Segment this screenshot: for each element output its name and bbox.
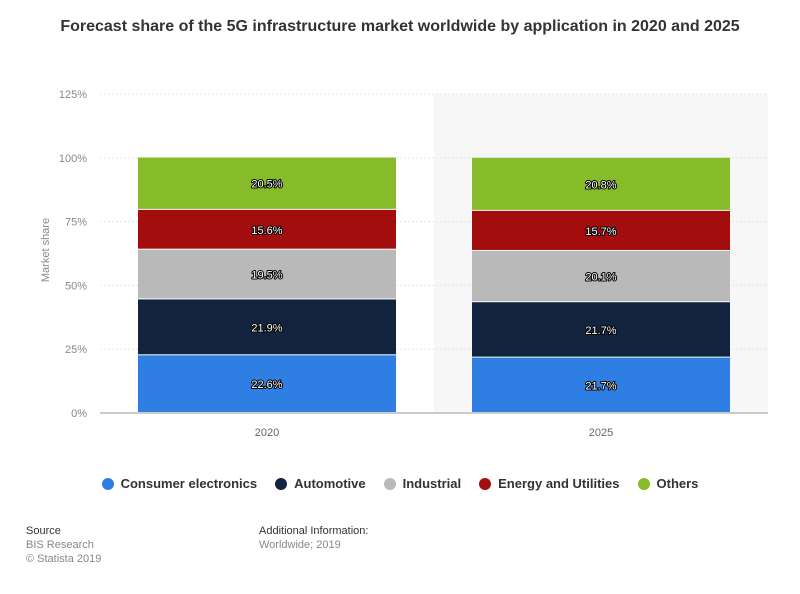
legend-label: Energy and Utilities (498, 476, 620, 491)
legend-label: Others (656, 476, 699, 491)
additional-info-block: Additional Information: Worldwide; 2019 (259, 524, 368, 552)
y-tick-label: 125% (59, 89, 87, 101)
x-tick-label: 2020 (255, 427, 279, 439)
y-tick-label: 100% (59, 153, 87, 165)
bar-segment (472, 210, 730, 250)
bar-segment (138, 355, 396, 412)
bar-segment (138, 209, 396, 249)
legend-swatch (101, 477, 114, 490)
bar-segment (472, 357, 730, 412)
bar-segment (472, 250, 730, 302)
y-tick-label: 75% (65, 217, 87, 229)
source-block: Source BIS Research © Statista 2019 (26, 524, 101, 566)
y-tick-label: 25% (65, 344, 87, 356)
bar-segment (138, 299, 396, 355)
legend-label: Industrial (402, 476, 462, 491)
legend-item[interactable]: Energy and Utilities (479, 476, 620, 491)
chart-legend: Consumer electronics Automotive Industrial… (0, 476, 800, 491)
data-label: 20.1% (585, 272, 616, 284)
stacked-bar-chart: 0% 25% 50% 75% 100% 125% 22.6% 21.9% 19.5% 15.6% 2… (59, 89, 768, 439)
data-label: 21.7% (585, 380, 616, 392)
y-tick-label: 50% (65, 280, 87, 292)
bar-segment (472, 157, 730, 210)
chart-title: Forecast share of the 5G infrastructure … (60, 18, 740, 35)
x-tick-label: 2025 (589, 427, 613, 439)
legend-item[interactable]: Automotive (275, 476, 366, 491)
additional-info-heading: Additional Information: (259, 525, 369, 537)
legend-label: Automotive (294, 476, 366, 491)
legend-swatch (383, 477, 396, 490)
source-heading: Source (26, 525, 61, 537)
legend-item[interactable]: Industrial (383, 476, 462, 491)
legend-swatch (479, 477, 492, 490)
data-label: 20.5% (251, 179, 282, 191)
source-name: BIS Research (26, 539, 94, 551)
legend-item[interactable]: Others (637, 476, 699, 491)
data-label: 19.5% (251, 270, 282, 282)
bar-segment (138, 249, 396, 299)
legend-item[interactable]: Consumer electronics (101, 476, 258, 491)
data-label: 20.8% (585, 179, 616, 191)
data-label: 21.7% (585, 325, 616, 337)
legend-label: Consumer electronics (120, 476, 258, 491)
bar-segment (472, 302, 730, 357)
copyright-text: © Statista 2019 (26, 553, 102, 565)
data-label: 22.6% (251, 379, 282, 391)
legend-swatch (637, 477, 650, 490)
data-label: 15.7% (585, 226, 616, 238)
data-label: 15.6% (251, 225, 282, 237)
data-label: 21.9% (251, 322, 282, 334)
additional-info-text: Worldwide; 2019 (259, 539, 341, 551)
legend-swatch (275, 477, 288, 490)
bar-segment (138, 157, 396, 209)
y-tick-label: 0% (71, 408, 87, 420)
